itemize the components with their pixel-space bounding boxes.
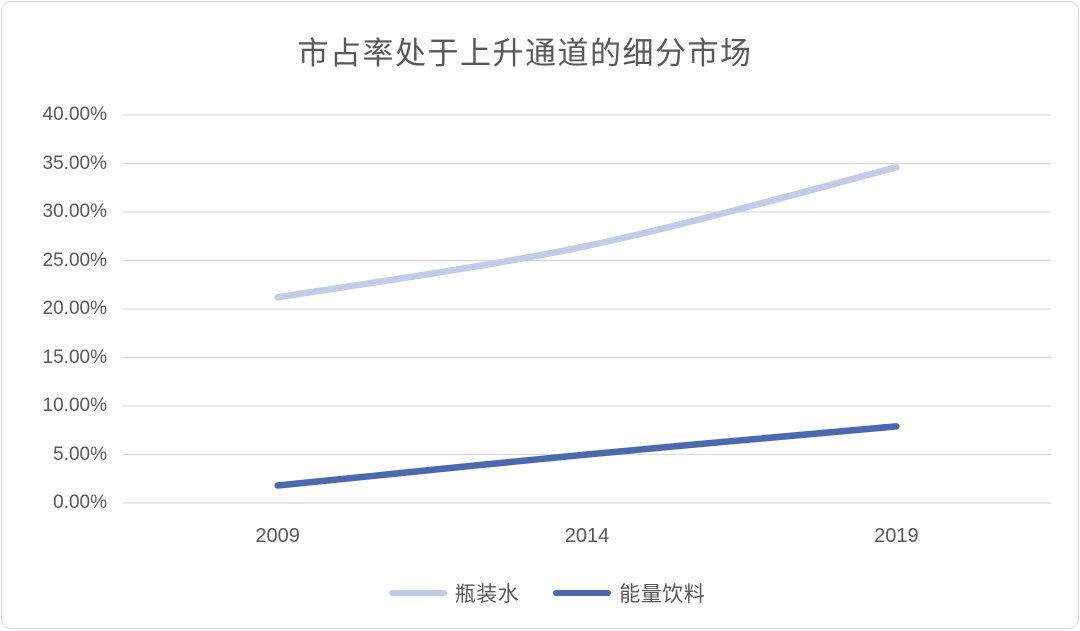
x-tick-label: 2019 xyxy=(874,525,919,547)
y-tick-label: 35.00% xyxy=(42,152,107,174)
series-line-0 xyxy=(274,164,900,301)
x-tick-label: 2009 xyxy=(255,525,300,547)
y-tick-label: 25.00% xyxy=(42,249,107,271)
y-tick-label: 40.00% xyxy=(42,104,107,125)
legend-label-energy-drinks: 能量饮料 xyxy=(619,583,706,606)
y-tick-label: 15.00% xyxy=(42,346,107,368)
chart-title: 市占率处于上升通道的细分市场 xyxy=(297,36,753,71)
legend-label-bottled-water: 瓶装水 xyxy=(454,583,520,606)
legend-item-bottled-water[interactable]: 瓶装水 xyxy=(388,578,520,608)
legend-item-energy-drinks[interactable]: 能量饮料 xyxy=(553,578,705,608)
y-tick-label: 10.00% xyxy=(42,395,107,416)
y-tick-label: 20.00% xyxy=(42,298,107,319)
y-tick-label: 0.00% xyxy=(53,492,107,513)
legend-line-swatch-energy-drinks xyxy=(553,589,612,597)
legend-line-swatch-bottled-water xyxy=(388,589,447,597)
y-tick-label: 5.00% xyxy=(53,443,107,465)
y-tick-label: 30.00% xyxy=(42,201,107,222)
x-tick-label: 2014 xyxy=(564,525,610,547)
chart-legend: 瓶装水 能量饮料 xyxy=(2,578,1078,608)
series-line-1 xyxy=(274,423,900,489)
